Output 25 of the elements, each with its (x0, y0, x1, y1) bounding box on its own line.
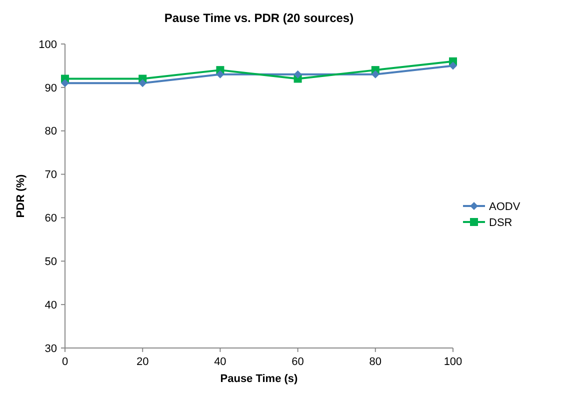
y-tick-label: 60 (44, 212, 57, 225)
x-tick-label: 60 (292, 356, 304, 368)
y-axis-title: PDR (%) (15, 174, 27, 218)
y-tick-label: 100 (38, 38, 57, 51)
point (294, 70, 302, 78)
point (61, 79, 69, 88)
x-tick-label: 0 (62, 356, 68, 368)
y-tick-label: 40 (44, 299, 57, 312)
point (371, 70, 380, 78)
chart-title: Pause Time vs. PDR (20 sources) (164, 11, 354, 25)
y-tick-label: 90 (44, 82, 57, 94)
y-tick-label: 80 (44, 126, 57, 138)
x-tick-label: 20 (136, 356, 149, 368)
x-tick-label: 40 (214, 356, 226, 368)
y-tick-label: 30 (44, 342, 57, 355)
legend-label: DSR (489, 216, 512, 229)
point (449, 62, 457, 70)
point (138, 79, 147, 88)
x-tick-label: 100 (444, 356, 462, 368)
y-tick-label: 70 (44, 169, 57, 182)
x-axis-title: Pause Time (s) (220, 373, 298, 385)
x-tick-label: 80 (369, 356, 382, 368)
point (216, 70, 224, 78)
legend-label: AODV (489, 200, 521, 213)
y-tick-label: 50 (44, 256, 57, 268)
